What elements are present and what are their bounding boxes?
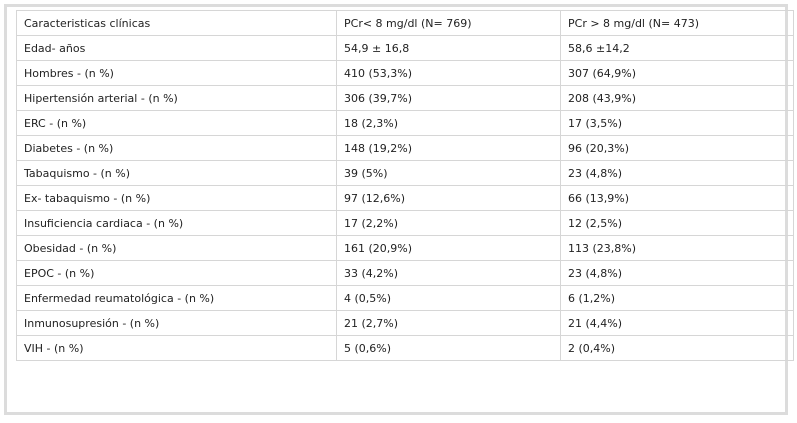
- table-header-row: Caracteristicas clínicas PCr< 8 mg/dl (N…: [16, 10, 794, 36]
- row-label: Ex- tabaquismo - (n %): [16, 185, 337, 211]
- row-value-pcr-low: 5 (0,6%): [336, 335, 561, 361]
- row-value-pcr-low: 18 (2,3%): [336, 110, 561, 136]
- row-value-pcr-low: 33 (4,2%): [336, 260, 561, 286]
- header-cell-pcr-high: PCr > 8 mg/dl (N= 473): [560, 10, 794, 36]
- row-value-pcr-low: 148 (19,2%): [336, 135, 561, 161]
- row-value-pcr-high: 12 (2,5%): [560, 210, 794, 236]
- row-label: Hombres - (n %): [16, 60, 337, 86]
- row-label: Tabaquismo - (n %): [16, 160, 337, 186]
- row-value-pcr-low: 4 (0,5%): [336, 285, 561, 311]
- row-value-pcr-low: 21 (2,7%): [336, 310, 561, 336]
- row-label: Diabetes - (n %): [16, 135, 337, 161]
- row-label: Inmunosupresión - (n %): [16, 310, 337, 336]
- row-label: EPOC - (n %): [16, 260, 337, 286]
- row-value-pcr-low: 39 (5%): [336, 160, 561, 186]
- row-label: Obesidad - (n %): [16, 235, 337, 261]
- row-value-pcr-high: 2 (0,4%): [560, 335, 794, 361]
- row-value-pcr-high: 96 (20,3%): [560, 135, 794, 161]
- table-row: Inmunosupresión - (n %) 21 (2,7%) 21 (4,…: [16, 310, 794, 336]
- table-row: Tabaquismo - (n %) 39 (5%) 23 (4,8%): [16, 160, 794, 186]
- table-row: VIH - (n %) 5 (0,6%) 2 (0,4%): [16, 335, 794, 361]
- table-frame: Caracteristicas clínicas PCr< 8 mg/dl (N…: [4, 4, 794, 415]
- row-value-pcr-high: 113 (23,8%): [560, 235, 794, 261]
- table-row: Diabetes - (n %) 148 (19,2%) 96 (20,3%): [16, 135, 794, 161]
- table-row: Obesidad - (n %) 161 (20,9%) 113 (23,8%): [16, 235, 794, 261]
- row-value-pcr-low: 97 (12,6%): [336, 185, 561, 211]
- row-value-pcr-high: 307 (64,9%): [560, 60, 794, 86]
- row-value-pcr-high: 21 (4,4%): [560, 310, 794, 336]
- row-value-pcr-low: 306 (39,7%): [336, 85, 561, 111]
- row-value-pcr-high: 23 (4,8%): [560, 160, 794, 186]
- row-value-pcr-low: 54,9 ± 16,8: [336, 35, 561, 61]
- row-value-pcr-high: 66 (13,9%): [560, 185, 794, 211]
- row-label: Hipertensión arterial - (n %): [16, 85, 337, 111]
- table-row: Hombres - (n %) 410 (53,3%) 307 (64,9%): [16, 60, 794, 86]
- row-value-pcr-high: 6 (1,2%): [560, 285, 794, 311]
- row-label: Insuficiencia cardiaca - (n %): [16, 210, 337, 236]
- row-value-pcr-low: 17 (2,2%): [336, 210, 561, 236]
- row-label: Edad- años: [16, 35, 337, 61]
- row-value-pcr-high: 208 (43,9%): [560, 85, 794, 111]
- table-row: Enfermedad reumatológica - (n %) 4 (0,5%…: [16, 285, 794, 311]
- row-label: Enfermedad reumatológica - (n %): [16, 285, 337, 311]
- row-value-pcr-low: 161 (20,9%): [336, 235, 561, 261]
- row-label: VIH - (n %): [16, 335, 337, 361]
- clinical-characteristics-table: Caracteristicas clínicas PCr< 8 mg/dl (N…: [16, 10, 794, 361]
- table-row: ERC - (n %) 18 (2,3%) 17 (3,5%): [16, 110, 794, 136]
- table-row: EPOC - (n %) 33 (4,2%) 23 (4,8%): [16, 260, 794, 286]
- header-cell-pcr-low: PCr< 8 mg/dl (N= 769): [336, 10, 561, 36]
- row-value-pcr-high: 23 (4,8%): [560, 260, 794, 286]
- table-row: Edad- años 54,9 ± 16,8 58,6 ±14,2: [16, 35, 794, 61]
- header-cell-characteristic: Caracteristicas clínicas: [16, 10, 337, 36]
- row-value-pcr-high: 58,6 ±14,2: [560, 35, 794, 61]
- table-row: Hipertensión arterial - (n %) 306 (39,7%…: [16, 85, 794, 111]
- row-value-pcr-high: 17 (3,5%): [560, 110, 794, 136]
- row-label: ERC - (n %): [16, 110, 337, 136]
- table-row: Ex- tabaquismo - (n %) 97 (12,6%) 66 (13…: [16, 185, 794, 211]
- row-value-pcr-low: 410 (53,3%): [336, 60, 561, 86]
- table-row: Insuficiencia cardiaca - (n %) 17 (2,2%)…: [16, 210, 794, 236]
